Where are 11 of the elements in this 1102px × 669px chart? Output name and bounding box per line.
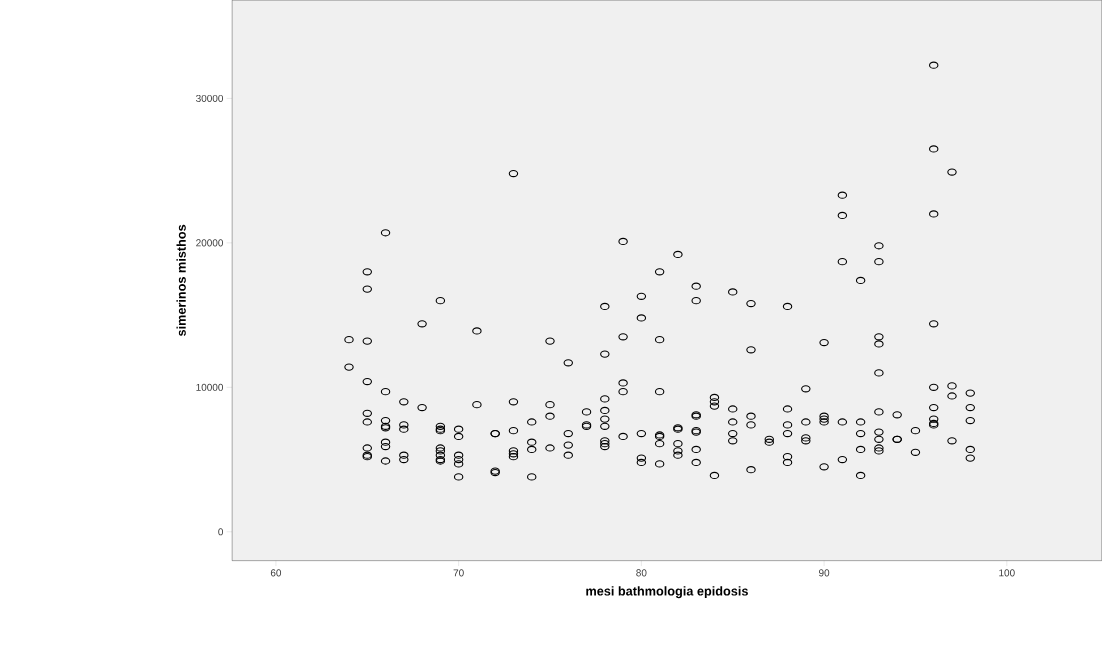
x-axis-title: mesi bathmologia epidosis [586,586,748,599]
x-tick-label: 70 [453,569,464,577]
y-tick-label: 10000 [196,383,224,391]
y-tick-label: 30000 [196,94,224,102]
x-tick-label: 80 [636,569,647,577]
x-tick-label: 100 [999,569,1015,577]
y-axis-title: simerinos misthos [176,224,186,337]
x-tick-label: 60 [270,569,282,577]
y-tick-label: 20000 [196,239,224,247]
x-tick-label: 90 [819,569,830,577]
y-tick-label: 0 [218,528,224,536]
